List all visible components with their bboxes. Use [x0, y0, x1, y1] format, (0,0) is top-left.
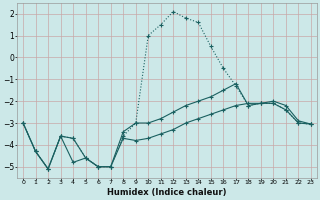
X-axis label: Humidex (Indice chaleur): Humidex (Indice chaleur)	[107, 188, 227, 197]
